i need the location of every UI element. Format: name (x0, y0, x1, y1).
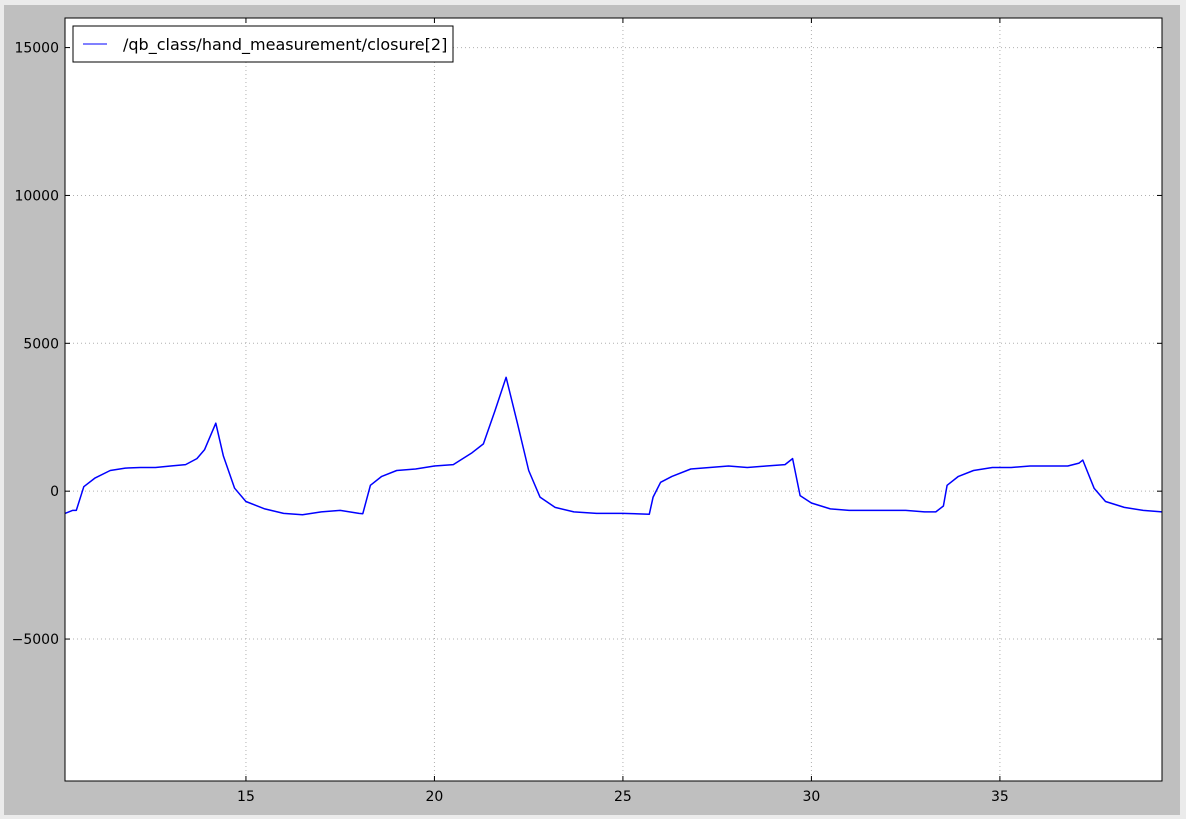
x-tick-label: 35 (991, 789, 1009, 805)
grid-lines (65, 18, 1162, 781)
x-tick-label: 20 (426, 789, 444, 805)
x-tick-label: 15 (237, 789, 255, 805)
x-tick-label: 25 (614, 789, 632, 805)
x-axis-tick-labels: 15 20 25 30 35 (237, 789, 1009, 805)
axis-ticks (65, 18, 1162, 781)
figure-background: 15 20 25 30 35 −5000 0 5000 10000 15000 /qb_clas… (4, 5, 1180, 815)
y-tick-label: 0 (50, 484, 59, 500)
line-chart: 15 20 25 30 35 −5000 0 5000 10000 15000 /qb_clas… (12, 17, 1163, 805)
legend-label: /qb_class/hand_measurement/closure[2] (123, 35, 447, 55)
plot-frame (64, 17, 1163, 782)
y-tick-label: 10000 (14, 188, 59, 204)
y-tick-label: 15000 (14, 41, 59, 57)
data-series (64, 376, 1163, 516)
y-axis-tick-labels: −5000 0 5000 10000 15000 (12, 41, 59, 648)
x-tick-label: 30 (802, 789, 820, 805)
y-tick-label: −5000 (12, 632, 59, 648)
y-tick-label: 5000 (23, 336, 59, 352)
legend: /qb_class/hand_measurement/closure[2] (72, 25, 454, 63)
series-line (64, 376, 1163, 516)
legend-box (72, 25, 454, 63)
plot-area (65, 18, 1162, 781)
